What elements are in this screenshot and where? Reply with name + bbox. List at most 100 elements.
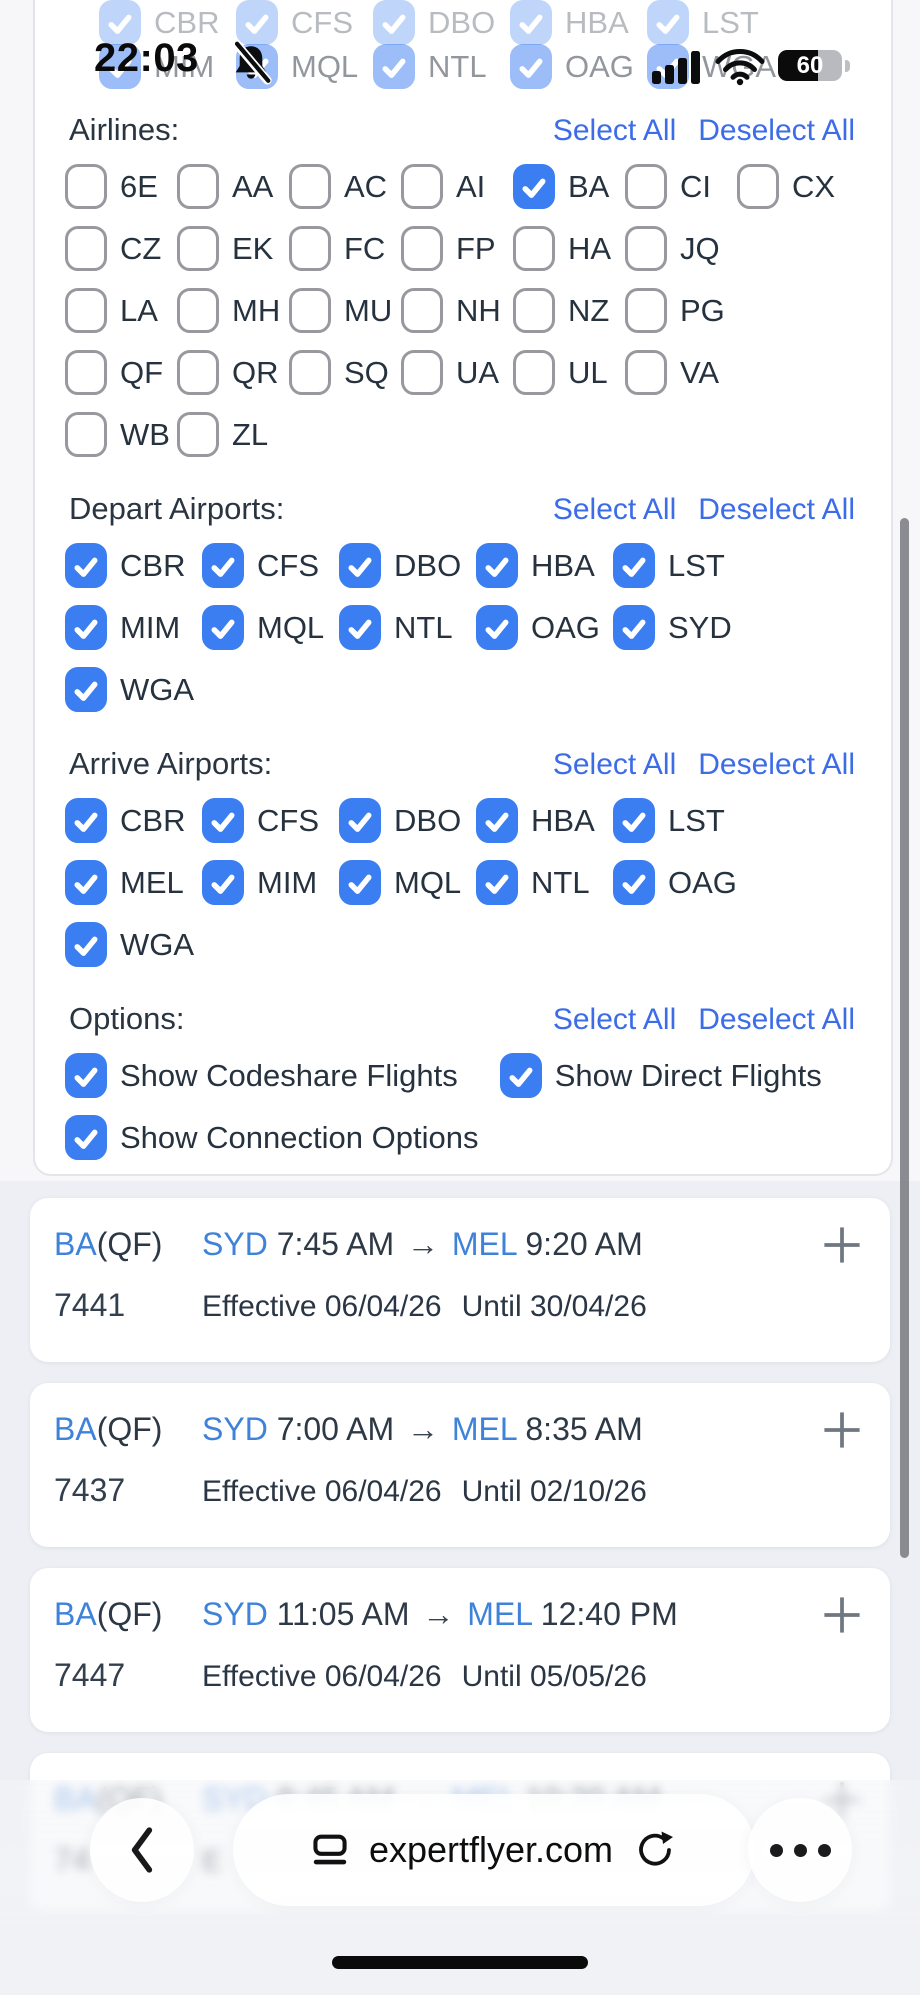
checkbox-option[interactable]: WB bbox=[65, 412, 177, 457]
checkbox-option[interactable]: FC bbox=[289, 226, 401, 271]
checkbox-option[interactable]: DBO bbox=[339, 543, 476, 588]
checkbox[interactable] bbox=[401, 288, 443, 333]
origin-airport-link[interactable]: SYD bbox=[202, 1596, 268, 1632]
destination-airport-link[interactable]: MEL bbox=[467, 1596, 532, 1632]
checkbox[interactable] bbox=[499, 1053, 542, 1098]
page-scrollbar[interactable] bbox=[900, 518, 909, 1558]
airline-code[interactable]: BA bbox=[54, 1411, 97, 1447]
checkbox-option[interactable]: BA bbox=[513, 164, 625, 209]
checkbox[interactable] bbox=[613, 798, 655, 843]
checkbox-option[interactable]: PG bbox=[625, 288, 737, 333]
scrolled-airport-row[interactable]: CBR CFS DBO HBA LST bbox=[99, 0, 784, 45]
checkbox-option[interactable]: CFS bbox=[202, 798, 339, 843]
checkbox-option[interactable]: VA bbox=[625, 350, 737, 395]
more-options-button[interactable] bbox=[748, 1798, 852, 1902]
checkbox-option[interactable]: LST bbox=[613, 798, 750, 843]
checkbox[interactable] bbox=[647, 0, 689, 45]
checkbox-option[interactable]: NTL bbox=[339, 605, 476, 650]
checkbox[interactable] bbox=[99, 0, 141, 45]
checkbox[interactable] bbox=[513, 350, 555, 395]
checkbox[interactable] bbox=[65, 412, 107, 457]
checkbox[interactable] bbox=[625, 288, 667, 333]
checkbox-option[interactable]: HBA bbox=[476, 798, 613, 843]
checkbox[interactable] bbox=[65, 798, 107, 843]
checkbox-option[interactable]: SYD bbox=[613, 605, 750, 650]
deselect-all-link[interactable]: Deselect All bbox=[698, 748, 855, 781]
checkbox[interactable] bbox=[289, 226, 331, 271]
checkbox-option[interactable]: QF bbox=[65, 350, 177, 395]
checkbox[interactable] bbox=[65, 288, 107, 333]
checkbox-option[interactable]: AA bbox=[177, 164, 289, 209]
checkbox[interactable] bbox=[289, 164, 331, 209]
checkbox-option[interactable]: CBR bbox=[65, 543, 202, 588]
checkbox[interactable] bbox=[339, 605, 381, 650]
select-all-link[interactable]: Select All bbox=[552, 748, 677, 781]
checkbox-option[interactable]: MEL bbox=[65, 860, 202, 905]
checkbox[interactable] bbox=[202, 798, 244, 843]
checkbox-option[interactable]: CBR bbox=[99, 0, 236, 45]
checkbox-option[interactable]: HA bbox=[513, 226, 625, 271]
checkbox[interactable] bbox=[65, 1115, 107, 1160]
address-bar[interactable]: expertflyer.com bbox=[233, 1794, 755, 1906]
checkbox[interactable] bbox=[476, 860, 518, 905]
checkbox[interactable] bbox=[339, 798, 381, 843]
checkbox[interactable] bbox=[65, 350, 107, 395]
checkbox-option[interactable]: Show Connection Options bbox=[65, 1115, 478, 1160]
checkbox[interactable] bbox=[476, 605, 518, 650]
checkbox-option[interactable]: NZ bbox=[513, 288, 625, 333]
checkbox[interactable] bbox=[65, 543, 107, 588]
checkbox[interactable] bbox=[177, 288, 219, 333]
checkbox[interactable] bbox=[177, 412, 219, 457]
checkbox[interactable] bbox=[289, 350, 331, 395]
checkbox-option[interactable]: 6E bbox=[65, 164, 177, 209]
checkbox-option[interactable]: CFS bbox=[236, 0, 373, 45]
destination-airport-link[interactable]: MEL bbox=[451, 1226, 517, 1262]
checkbox-option[interactable]: AC bbox=[289, 164, 401, 209]
checkbox[interactable] bbox=[236, 44, 278, 89]
checkbox[interactable] bbox=[510, 44, 552, 89]
checkbox-option[interactable]: DBO bbox=[373, 0, 510, 45]
checkbox[interactable] bbox=[99, 44, 141, 89]
select-all-link[interactable]: Select All bbox=[552, 114, 677, 147]
expand-flight-button[interactable] bbox=[818, 1592, 866, 1640]
checkbox-option[interactable]: NTL bbox=[476, 860, 613, 905]
airline-code[interactable]: BA bbox=[54, 1596, 97, 1632]
checkbox-option[interactable]: MIM bbox=[65, 605, 202, 650]
home-indicator[interactable] bbox=[332, 1956, 588, 1969]
checkbox[interactable] bbox=[401, 350, 443, 395]
select-all-link[interactable]: Select All bbox=[552, 493, 677, 526]
checkbox[interactable] bbox=[625, 226, 667, 271]
deselect-all-link[interactable]: Deselect All bbox=[698, 1003, 855, 1036]
checkbox[interactable] bbox=[65, 922, 107, 967]
checkbox[interactable] bbox=[202, 543, 244, 588]
checkbox[interactable] bbox=[65, 1053, 107, 1098]
checkbox[interactable] bbox=[177, 226, 219, 271]
checkbox-option[interactable]: Show Codeshare Flights bbox=[65, 1053, 458, 1098]
checkbox-option[interactable]: EK bbox=[177, 226, 289, 271]
checkbox-option[interactable]: FP bbox=[401, 226, 513, 271]
checkbox[interactable] bbox=[510, 0, 552, 45]
checkbox-option[interactable]: SQ bbox=[289, 350, 401, 395]
checkbox[interactable] bbox=[177, 350, 219, 395]
checkbox-option[interactable]: CI bbox=[625, 164, 737, 209]
checkbox-option[interactable]: AI bbox=[401, 164, 513, 209]
checkbox[interactable] bbox=[339, 860, 381, 905]
checkbox[interactable] bbox=[65, 605, 107, 650]
checkbox[interactable] bbox=[401, 164, 443, 209]
checkbox-option[interactable]: HBA bbox=[510, 0, 647, 45]
checkbox[interactable] bbox=[236, 0, 278, 45]
checkbox[interactable] bbox=[202, 860, 244, 905]
checkbox-option[interactable]: MQL bbox=[339, 860, 476, 905]
back-button[interactable] bbox=[90, 1798, 194, 1902]
checkbox-option[interactable]: MQL bbox=[202, 605, 339, 650]
checkbox-option[interactable]: CX bbox=[737, 164, 849, 209]
checkbox[interactable] bbox=[625, 164, 667, 209]
checkbox[interactable] bbox=[65, 226, 107, 271]
checkbox[interactable] bbox=[177, 164, 219, 209]
checkbox-option[interactable]: WGA bbox=[65, 667, 202, 712]
checkbox[interactable] bbox=[513, 164, 555, 209]
deselect-all-link[interactable]: Deselect All bbox=[698, 493, 855, 526]
checkbox[interactable] bbox=[65, 667, 107, 712]
checkbox-option[interactable]: CBR bbox=[65, 798, 202, 843]
select-all-link[interactable]: Select All bbox=[552, 1003, 677, 1036]
